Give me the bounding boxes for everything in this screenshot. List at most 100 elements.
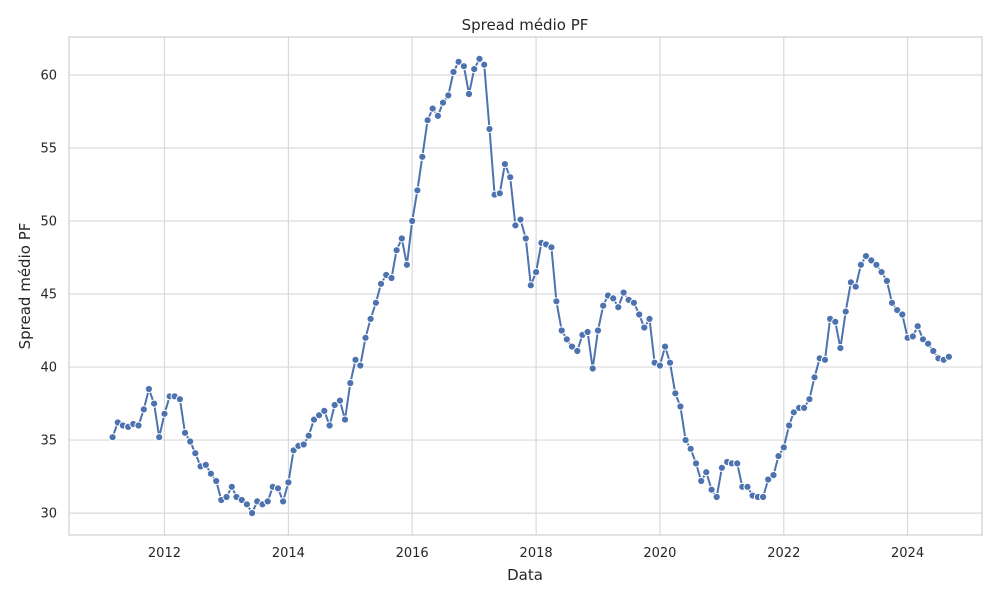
data-point <box>325 421 334 430</box>
data-point <box>428 104 437 113</box>
x-tick-label: 2022 <box>767 546 800 561</box>
data-point <box>810 373 819 382</box>
data-point <box>929 346 938 356</box>
data-point <box>526 281 535 290</box>
data-point <box>500 160 509 169</box>
data-point <box>438 98 448 107</box>
chart-title: Spread médio PF <box>462 16 589 34</box>
data-point <box>619 288 628 297</box>
data-point <box>315 411 324 420</box>
data-point <box>521 234 530 243</box>
data-point <box>769 471 778 480</box>
data-point <box>180 428 190 437</box>
x-tick-label: 2016 <box>396 546 429 561</box>
data-point <box>206 469 215 478</box>
data-point <box>356 361 365 370</box>
data-point <box>330 400 339 410</box>
data-point <box>299 440 308 449</box>
data-point <box>867 256 876 265</box>
data-point <box>924 339 933 348</box>
plot-frame <box>68 36 983 536</box>
data-point <box>485 124 494 134</box>
data-point <box>134 421 143 430</box>
data-point <box>444 91 453 100</box>
data-point <box>449 67 458 77</box>
y-tick-label: 30 <box>40 507 57 522</box>
data-point <box>717 463 727 472</box>
data-point <box>893 306 902 315</box>
data-point <box>155 433 164 442</box>
x-axis-label: Data <box>507 566 543 584</box>
data-point <box>201 460 210 469</box>
data-point <box>944 352 954 361</box>
x-tick-label: 2012 <box>148 546 181 561</box>
data-point <box>635 310 644 319</box>
data-point <box>887 298 897 307</box>
data-point <box>506 173 515 182</box>
data-point <box>454 57 463 66</box>
data-point <box>712 492 721 502</box>
data-point <box>335 396 344 405</box>
tick-labels: 30 35 40 45 50 55 60 2012 2014 2016 2018 2020 2022 20… <box>40 68 924 561</box>
data-point <box>371 298 380 307</box>
data-point <box>284 478 293 487</box>
data-point <box>918 335 928 344</box>
data-point <box>779 443 788 452</box>
y-tick-label: 50 <box>40 215 57 230</box>
data-point <box>702 468 711 477</box>
data-point <box>697 476 706 486</box>
data-point <box>351 355 360 364</box>
data-point <box>743 482 752 491</box>
data-point <box>877 268 886 277</box>
data-point <box>139 405 148 414</box>
data-point <box>376 279 386 288</box>
data-point <box>387 273 396 283</box>
data-point <box>629 298 639 307</box>
data-point <box>423 116 432 125</box>
data-point <box>861 252 871 261</box>
x-tick-label: 2018 <box>520 546 553 561</box>
data-point <box>340 415 350 424</box>
data-point <box>671 389 680 398</box>
data-point <box>547 243 556 252</box>
data-point <box>160 409 169 418</box>
data-point <box>898 310 907 319</box>
data-point <box>263 497 272 506</box>
y-tick-label: 60 <box>40 68 57 83</box>
data-point <box>320 406 329 415</box>
data-point <box>655 361 665 370</box>
data-point <box>820 355 830 364</box>
data-point <box>640 323 649 332</box>
x-tick-label: 2014 <box>272 546 305 561</box>
data-point <box>175 395 184 404</box>
data-point <box>841 307 850 316</box>
data-point <box>836 344 845 353</box>
data-point <box>800 403 809 412</box>
data-point <box>614 303 623 312</box>
data-point <box>495 189 504 198</box>
data-point <box>676 402 685 411</box>
x-tick-label: 2020 <box>643 546 676 561</box>
data-point <box>392 246 401 255</box>
data-point <box>532 268 541 277</box>
data-point <box>480 60 489 69</box>
data-point <box>248 508 257 518</box>
series-spread <box>108 54 954 518</box>
data-point <box>108 433 117 442</box>
data-point <box>583 327 592 337</box>
data-point <box>588 364 597 373</box>
data-point <box>882 276 892 285</box>
data-point <box>304 431 313 440</box>
data-point <box>279 497 288 506</box>
data-point <box>645 314 654 323</box>
data-point <box>366 314 375 323</box>
y-tick-label: 35 <box>40 434 57 449</box>
data-point <box>557 326 566 335</box>
data-point <box>774 452 783 461</box>
y-tick-label: 55 <box>40 141 57 156</box>
data-point <box>686 444 695 453</box>
data-point <box>661 342 670 351</box>
data-point <box>665 358 675 367</box>
data-point <box>459 62 468 71</box>
